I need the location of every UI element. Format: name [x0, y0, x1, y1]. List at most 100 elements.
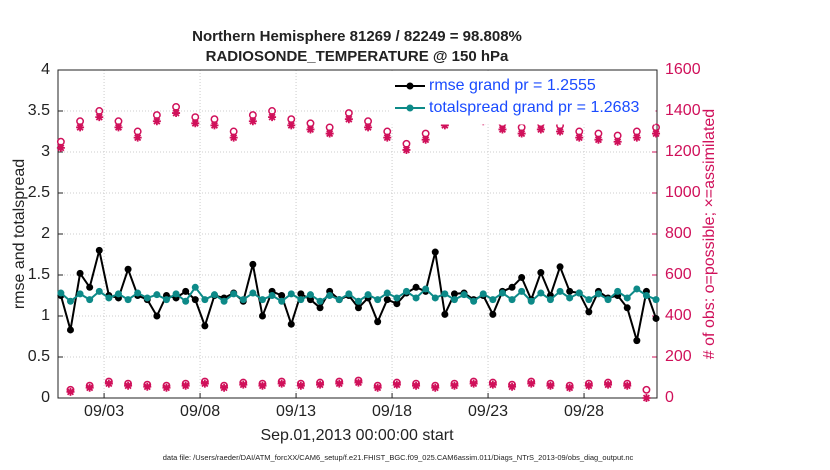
- point: [297, 296, 305, 304]
- point: [248, 117, 257, 126]
- point: [642, 385, 651, 394]
- point: [325, 129, 334, 138]
- footnote: data file: /Users/raeder/DAI/ATM_forcXX/…: [163, 453, 634, 462]
- point: [508, 296, 516, 304]
- point: [220, 297, 228, 305]
- point: [373, 383, 382, 392]
- point: [114, 290, 122, 298]
- point: [306, 291, 314, 299]
- point: [594, 290, 602, 298]
- y-axis-label: rmse and totalspread: [11, 159, 28, 309]
- point: [470, 297, 478, 305]
- point: [412, 283, 420, 291]
- point: [95, 246, 103, 254]
- point: [76, 290, 84, 298]
- point: [258, 296, 266, 304]
- point: [652, 314, 660, 322]
- point: [585, 308, 593, 316]
- point: [498, 125, 507, 134]
- point: [575, 289, 583, 297]
- point: [76, 269, 84, 277]
- chart-title: Northern Hemisphere 81269 / 82249 = 98.8…: [192, 28, 522, 45]
- point: [642, 292, 650, 299]
- y2-tick-label: 400: [665, 307, 692, 324]
- x-tick-label: 09/13: [276, 403, 316, 420]
- point: [277, 379, 286, 388]
- point: [316, 297, 324, 305]
- point: [498, 289, 506, 297]
- point: [66, 387, 75, 396]
- point: [249, 289, 257, 297]
- point: [546, 296, 554, 304]
- point: [249, 260, 257, 268]
- y2-tick-label: 1000: [665, 184, 701, 201]
- point: [489, 296, 497, 304]
- point: [316, 380, 325, 389]
- y2-tick-label: 0: [665, 389, 674, 406]
- point: [143, 294, 151, 302]
- y-tick-label: 2.5: [28, 184, 50, 201]
- point: [172, 290, 180, 298]
- point: [278, 292, 286, 299]
- point: [344, 115, 353, 124]
- point: [633, 285, 641, 293]
- point: [402, 145, 411, 154]
- point: [374, 318, 382, 326]
- point: [85, 383, 94, 392]
- point: [153, 312, 161, 320]
- point: [556, 263, 564, 271]
- point: [421, 135, 430, 144]
- point: [152, 117, 161, 126]
- point: [76, 123, 85, 132]
- plot-frame: [57, 69, 658, 399]
- point: [613, 137, 622, 146]
- point: [95, 113, 104, 122]
- point: [450, 381, 459, 390]
- point: [440, 121, 449, 130]
- point: [652, 129, 661, 138]
- y2-tick-label: 200: [665, 348, 692, 365]
- point: [134, 289, 142, 297]
- point: [431, 294, 439, 302]
- point: [623, 294, 631, 302]
- legend-marker: [406, 82, 414, 90]
- point: [489, 310, 497, 318]
- point: [374, 296, 382, 304]
- y-tick-label: 3: [41, 143, 50, 160]
- point: [326, 292, 334, 299]
- y2-tick-label: 600: [665, 266, 692, 283]
- point: [191, 283, 199, 291]
- point: [354, 297, 362, 305]
- point: [182, 297, 190, 305]
- point: [652, 296, 660, 304]
- point: [642, 394, 651, 402]
- point: [594, 135, 603, 144]
- point: [201, 322, 209, 330]
- point: [306, 125, 315, 134]
- point: [210, 121, 219, 130]
- point: [623, 381, 632, 390]
- point: [114, 123, 123, 132]
- point: [364, 123, 373, 132]
- point: [182, 287, 190, 295]
- point: [345, 290, 353, 298]
- point: [268, 292, 276, 299]
- point: [172, 109, 181, 118]
- point: [268, 113, 277, 122]
- point: [383, 289, 391, 297]
- point: [56, 143, 65, 152]
- point: [354, 378, 363, 387]
- point: [431, 383, 440, 392]
- point: [469, 379, 478, 388]
- point: [230, 290, 238, 298]
- point: [239, 380, 248, 389]
- point: [450, 290, 458, 298]
- point: [556, 127, 565, 136]
- point: [412, 294, 420, 302]
- point: [287, 290, 295, 298]
- point: [565, 383, 574, 392]
- point: [633, 337, 641, 345]
- y2-tick-label: 1200: [665, 143, 701, 160]
- point: [460, 291, 468, 299]
